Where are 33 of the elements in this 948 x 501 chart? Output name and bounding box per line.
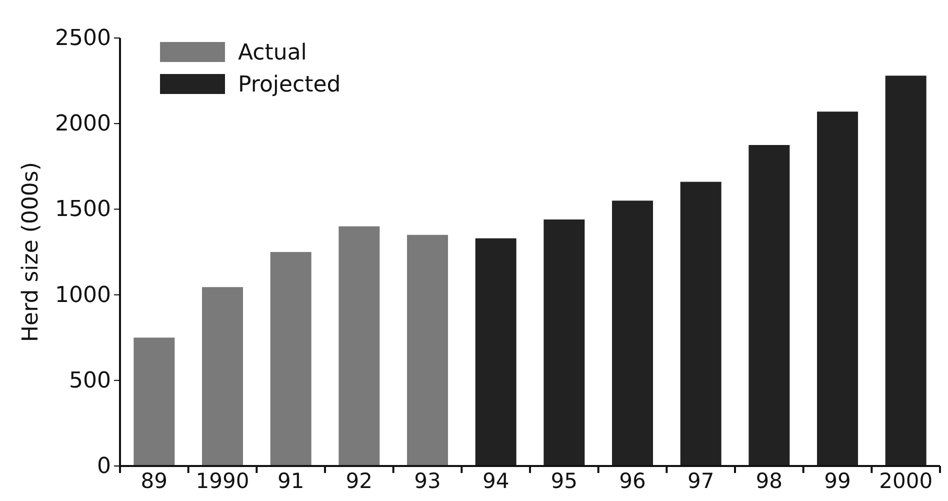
x-tick-label: 93 (414, 468, 441, 493)
x-tick-label: 1990 (196, 468, 250, 493)
bar (817, 112, 858, 466)
legend-label: Projected (238, 72, 341, 98)
bar (885, 76, 926, 466)
x-tick-label: 99 (824, 468, 851, 493)
legend-label: Actual (238, 40, 307, 66)
x-tick-label: 97 (687, 468, 714, 493)
bar (680, 182, 722, 466)
y-tick-label: 1000 (55, 282, 111, 308)
y-tick-label: 2500 (55, 26, 111, 52)
x-tick-label: 95 (550, 468, 578, 493)
bar (270, 252, 312, 466)
y-tick-label: 500 (69, 368, 111, 394)
bar (544, 219, 585, 466)
x-tick-label: 96 (619, 468, 646, 493)
x-tick-label: 94 (482, 468, 510, 493)
x-tick-label: 91 (277, 468, 304, 493)
bar (748, 145, 790, 466)
bar (475, 238, 516, 466)
x-tick-label: 89 (140, 468, 168, 493)
y-tick-label: 1500 (55, 197, 111, 222)
y-axis-title: Herd size (000s) (18, 162, 44, 342)
bar (134, 338, 175, 466)
x-tick-label: 92 (346, 468, 373, 493)
x-tick-label: 2000 (879, 468, 933, 493)
y-tick-label: 0 (97, 454, 111, 480)
y-tick-label: 2000 (55, 112, 111, 137)
bar (202, 287, 243, 466)
bar (407, 234, 448, 466)
x-tick-label: 98 (756, 468, 783, 493)
bar (612, 200, 653, 466)
bar (338, 226, 380, 466)
